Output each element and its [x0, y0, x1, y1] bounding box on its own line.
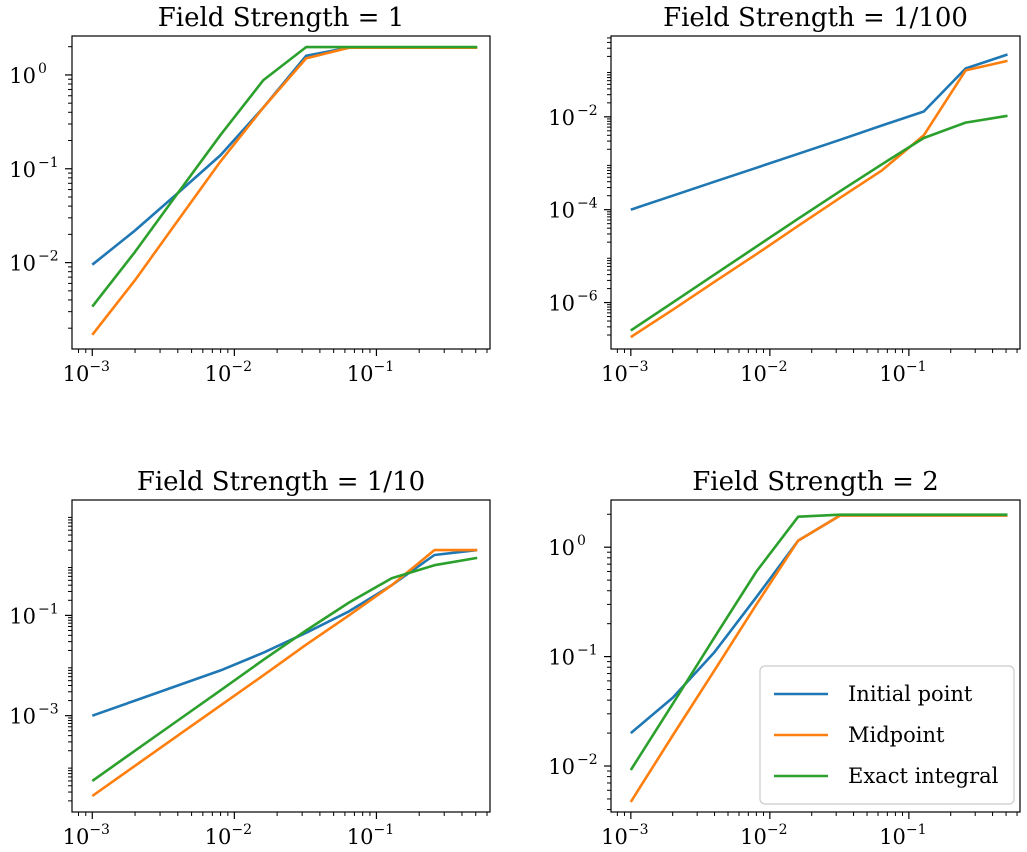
- x-tick-exponent: −1: [906, 822, 927, 838]
- x-tick-exponent: −3: [628, 822, 649, 838]
- x-tick-label: 10−3: [63, 359, 110, 386]
- series-line-initial-point: [630, 53, 1008, 211]
- x-tick-label: 10−1: [879, 822, 926, 849]
- y-tick-label: 10 0: [548, 533, 586, 560]
- y-tick-base: 10: [548, 536, 575, 560]
- x-tick-exponent: −2: [231, 822, 252, 838]
- y-tick-label: 10 −4: [548, 196, 597, 223]
- x-tick-label: 10−2: [205, 822, 252, 849]
- series-line-midpoint: [91, 46, 478, 336]
- subplot-grid: Field Strength = 110−3 10−2 10−110 010 −110−…: [9, 3, 1021, 849]
- y-tick-base: 10: [548, 646, 575, 670]
- x-tick-base: 10: [347, 362, 374, 386]
- subplot-field-strength-2: Field Strength = 210−3 10−2 10−110 010 −110−…: [548, 467, 1021, 849]
- y-tick-base: 10: [9, 158, 36, 182]
- series-line-exact-integral: [91, 556, 478, 782]
- y-tick-label: 10 −2: [9, 249, 58, 276]
- y-tick-base: 10: [9, 604, 36, 628]
- x-tick-exponent: −2: [231, 359, 252, 375]
- x-tick-base: 10: [601, 825, 628, 849]
- x-tick-label: 10−1: [879, 359, 926, 386]
- series-line-exact-integral: [630, 114, 1008, 332]
- x-tick-base: 10: [63, 825, 90, 849]
- x-tick-label: 10−3: [601, 359, 648, 386]
- x-tick-label: 10−3: [63, 822, 110, 849]
- y-tick-exponent: −1: [38, 155, 59, 171]
- x-tick-exponent: −1: [906, 359, 927, 375]
- y-tick-base: 10: [9, 705, 36, 729]
- x-tick-exponent: −3: [628, 359, 649, 375]
- x-tick-base: 10: [879, 362, 906, 386]
- x-tick-exponent: −1: [373, 822, 394, 838]
- x-tick-base: 10: [879, 825, 906, 849]
- x-tick-base: 10: [740, 362, 767, 386]
- y-tick-label: 10 −2: [548, 752, 597, 779]
- x-tick-base: 10: [205, 825, 232, 849]
- y-tick-base: 10: [9, 64, 36, 88]
- series-line-exact-integral: [629, 513, 1008, 771]
- legend-label: Initial point: [848, 682, 973, 706]
- axes-frame: [610, 499, 1021, 813]
- y-tick-exponent: −1: [577, 643, 598, 659]
- x-tick-label: 10−2: [740, 822, 787, 849]
- series-line-exact-integral: [91, 45, 478, 308]
- subplot-title: Field Strength = 1/10: [137, 467, 425, 497]
- x-tick-base: 10: [601, 362, 628, 386]
- legend: Initial point Midpoint Exact integral: [759, 665, 1015, 805]
- x-tick-exponent: −2: [767, 359, 788, 375]
- x-tick-label: 10−1: [347, 359, 394, 386]
- axes-frame: [71, 499, 491, 813]
- x-tick-label: 10−2: [205, 359, 252, 386]
- x-tick-label: 10−2: [740, 359, 787, 386]
- y-tick-label: 10 0: [9, 61, 47, 88]
- series-line-midpoint: [91, 548, 478, 798]
- y-tick-base: 10: [9, 252, 36, 276]
- legend-label: Midpoint: [848, 723, 945, 747]
- y-tick-exponent: −2: [577, 103, 598, 119]
- subplot-title: Field Strength = 1: [158, 3, 404, 33]
- x-tick-label: 10−1: [347, 822, 394, 849]
- y-tick-exponent: 0: [38, 61, 47, 77]
- x-tick-base: 10: [63, 362, 90, 386]
- subplot-title: Field Strength = 1/100: [663, 3, 968, 33]
- y-tick-exponent: 0: [577, 533, 586, 549]
- y-tick-exponent: −2: [577, 752, 598, 768]
- y-tick-label: 10 −6: [548, 289, 597, 316]
- axes-frame: [71, 35, 491, 350]
- series-line-initial-point: [91, 548, 478, 717]
- subplot-title: Field Strength = 2: [692, 467, 938, 497]
- x-tick-exponent: −3: [89, 359, 110, 375]
- legend-box: [759, 665, 1015, 805]
- x-tick-exponent: −3: [89, 822, 110, 838]
- y-tick-base: 10: [548, 106, 575, 130]
- x-tick-exponent: −2: [767, 822, 788, 838]
- y-tick-exponent: −2: [38, 249, 59, 265]
- x-tick-base: 10: [205, 362, 232, 386]
- y-tick-exponent: −1: [38, 601, 59, 617]
- x-tick-label: 10−3: [601, 822, 648, 849]
- y-tick-label: 10 −2: [548, 103, 597, 130]
- series-line-midpoint: [630, 59, 1008, 339]
- y-tick-exponent: −3: [38, 702, 59, 718]
- y-tick-label: 10 −1: [548, 643, 597, 670]
- y-tick-base: 10: [548, 755, 575, 779]
- x-tick-exponent: −1: [373, 359, 394, 375]
- x-tick-base: 10: [347, 825, 374, 849]
- y-tick-base: 10: [548, 292, 575, 316]
- x-tick-base: 10: [740, 825, 767, 849]
- y-tick-base: 10: [548, 199, 575, 223]
- y-tick-label: 10 −3: [9, 702, 58, 729]
- axes-frame: [610, 35, 1021, 350]
- subplot-field-strength-1: Field Strength = 110−3 10−2 10−110 010 −110−…: [9, 3, 491, 386]
- y-tick-exponent: −6: [577, 289, 598, 305]
- y-tick-label: 10 −1: [9, 601, 58, 628]
- y-tick-exponent: −4: [577, 196, 598, 212]
- legend-label: Exact integral: [848, 764, 999, 788]
- y-tick-label: 10 −1: [9, 155, 58, 182]
